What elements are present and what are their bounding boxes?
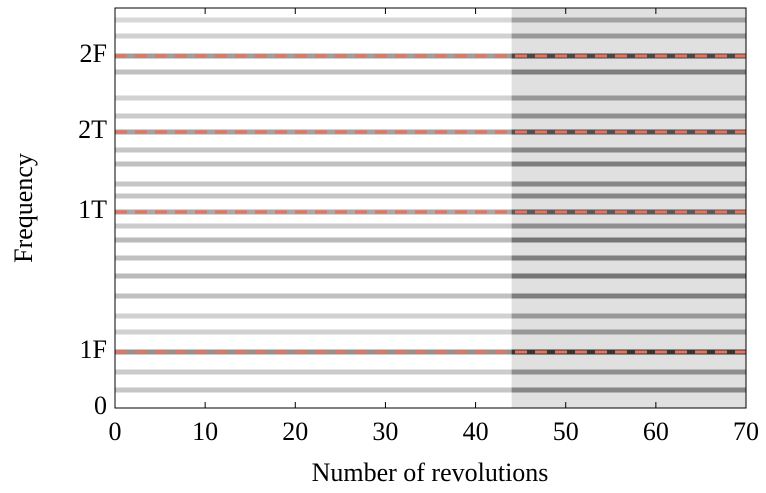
dark-region [511, 8, 746, 408]
x-axis-label: Number of revolutions [312, 458, 549, 487]
band [511, 237, 746, 243]
band [511, 273, 746, 279]
band [115, 209, 512, 215]
x-tick-label: 60 [643, 417, 669, 446]
band [115, 313, 512, 319]
y-tick-label: 0 [94, 391, 107, 420]
x-tick-label: 30 [372, 417, 398, 446]
band [115, 193, 512, 199]
band [115, 129, 512, 135]
band [115, 53, 512, 59]
x-tick-label: 50 [553, 417, 579, 446]
band [511, 33, 746, 39]
band [115, 69, 512, 75]
band [115, 255, 512, 261]
band [511, 69, 746, 75]
band [511, 113, 746, 119]
band [115, 161, 512, 167]
y-tick-label: 1F [80, 335, 107, 364]
plot-frame [114, 7, 747, 409]
band [511, 193, 746, 199]
band [115, 349, 512, 355]
y-tick-label: 1T [78, 195, 107, 224]
x-tick-label: 0 [109, 417, 122, 446]
band [115, 293, 512, 299]
band [511, 147, 746, 153]
x-tick-label: 70 [733, 417, 759, 446]
band [115, 369, 512, 375]
band [511, 17, 746, 23]
band [115, 273, 512, 279]
band [115, 147, 512, 153]
band [115, 329, 512, 335]
x-tick-label: 10 [192, 417, 218, 446]
band [511, 161, 746, 167]
band [511, 313, 746, 319]
band [511, 95, 746, 101]
x-tick-label: 20 [282, 417, 308, 446]
band [511, 293, 746, 299]
band [115, 237, 512, 243]
x-tick-label: 40 [463, 417, 489, 446]
band [511, 223, 746, 229]
band [511, 53, 746, 59]
band [115, 181, 512, 187]
band [511, 349, 746, 355]
band [511, 387, 746, 393]
band [511, 209, 746, 215]
y-axis-label: Frequency [9, 153, 38, 263]
band [511, 369, 746, 375]
band [115, 17, 512, 23]
band [115, 95, 512, 101]
y-tick-label: 2T [78, 115, 107, 144]
band [115, 33, 512, 39]
band [511, 129, 746, 135]
band [511, 255, 746, 261]
band [511, 329, 746, 335]
band [115, 387, 512, 393]
band [511, 181, 746, 187]
y-tick-label: 2F [80, 39, 107, 68]
band [115, 223, 512, 229]
band [115, 113, 512, 119]
